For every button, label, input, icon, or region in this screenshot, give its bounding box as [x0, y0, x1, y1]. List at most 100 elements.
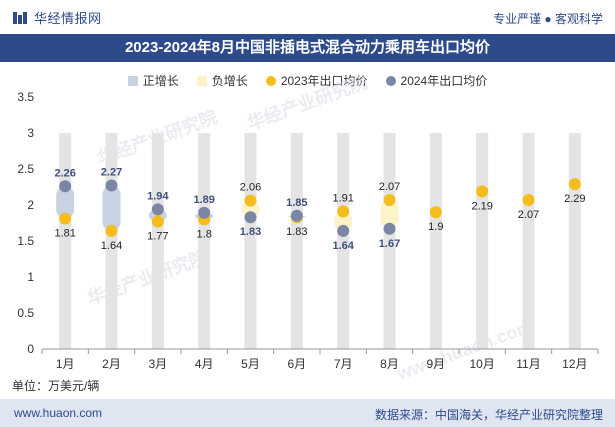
data-label-2024: 1.94	[147, 190, 169, 202]
point-2023	[337, 205, 350, 218]
legend-swatch-increase	[127, 75, 138, 86]
y-tick-label: 0	[27, 342, 34, 356]
x-tick-label: 7月	[334, 357, 353, 371]
data-label-2023: 2.06	[240, 182, 261, 194]
x-tick-label: 3月	[148, 357, 167, 371]
point-2023	[429, 206, 442, 219]
column-band	[244, 133, 257, 349]
point-2023	[383, 193, 396, 206]
data-label-2023: 1.81	[54, 228, 75, 240]
legend-label-decrease: 负增长	[211, 74, 248, 88]
point-2023	[522, 193, 535, 206]
point-2024	[290, 209, 303, 222]
x-tick-label: 10月	[469, 357, 494, 371]
column-band	[59, 133, 72, 349]
legend-swatch-2024	[385, 75, 396, 86]
brand: 华经情报网	[12, 8, 102, 27]
x-tick-label: 8月	[380, 357, 399, 371]
y-tick-label: 1.5	[17, 234, 34, 248]
footer-bar: www.huaon.com 数据来源：中国海关，华经产业研究院整理	[0, 399, 615, 427]
y-tick-label: 1	[27, 270, 34, 284]
point-2023	[59, 212, 72, 225]
legend-label-2024: 2024年出口均价	[400, 74, 488, 88]
data-label-2023: 1.83	[286, 226, 307, 238]
data-label-2024: 1.64	[332, 240, 354, 252]
column-band	[476, 133, 489, 349]
x-tick-label: 5月	[241, 357, 260, 371]
legend-item-increase: 正增长	[127, 72, 179, 89]
legend-item-2023: 2023年出口均价	[265, 72, 368, 89]
point-2023	[151, 215, 164, 228]
point-2023	[476, 185, 489, 198]
data-label-2023: 2.29	[564, 193, 585, 205]
point-2024	[105, 179, 118, 192]
legend-label-increase: 正增长	[142, 74, 179, 88]
watermark: www.huaon.com	[394, 316, 536, 384]
column-band	[198, 133, 211, 349]
data-label-2023: 1.91	[332, 192, 353, 204]
y-tick-label: 0.5	[17, 306, 34, 320]
range-bar-decrease	[380, 199, 399, 229]
data-label-2024: 2.27	[101, 167, 122, 179]
column-band	[337, 133, 350, 349]
x-tick-label: 11月	[516, 357, 540, 371]
point-2023	[244, 194, 257, 207]
legend-swatch-2023	[265, 75, 276, 86]
x-tick-label: 4月	[195, 357, 214, 371]
y-tick-label: 3	[27, 126, 34, 140]
range-bar-increase	[56, 186, 75, 219]
data-label-2023: 2.07	[379, 181, 400, 193]
footer-website: www.huaon.com	[14, 406, 103, 420]
x-tick-label: 2月	[102, 357, 121, 371]
watermark: 华经产业研究院	[84, 246, 210, 309]
title-bar: 2023-2024年8月中国非插电式混合动力乘用车出口均价	[0, 34, 615, 62]
x-tick-label: 12月	[562, 357, 587, 371]
range-bar-decrease	[241, 200, 260, 218]
unit-label: 单位：万美元/辆	[12, 379, 100, 393]
data-label-2024: 2.26	[54, 167, 75, 179]
legend-item-decrease: 负增长	[196, 72, 248, 89]
brand-logo-icon	[13, 11, 27, 24]
footer-source: 数据来源：中国海关，华经产业研究院整理	[374, 408, 603, 422]
x-tick-label: 6月	[287, 357, 306, 371]
column-band	[568, 133, 581, 349]
column-band	[290, 133, 303, 349]
point-2024	[59, 180, 72, 193]
data-label-2024: 1.89	[193, 194, 214, 206]
point-2024	[337, 224, 350, 237]
x-tick-label: 9月	[426, 357, 445, 371]
point-2024	[198, 206, 211, 219]
data-label-2023: 1.8	[197, 228, 212, 240]
legend-item-2024: 2024年出口均价	[385, 72, 488, 89]
chart-title: 2023-2024年8月中国非插电式混合动力乘用车出口均价	[124, 39, 491, 56]
point-2023	[568, 178, 581, 191]
legend-label-2023: 2023年出口均价	[280, 74, 368, 88]
data-label-2023: 2.07	[518, 209, 539, 221]
data-label-2024: 1.85	[286, 197, 307, 209]
data-label-2024: 1.83	[240, 226, 261, 238]
range-bar-increase	[102, 185, 121, 231]
column-band	[151, 133, 164, 349]
y-tick-label: 2.5	[17, 162, 34, 176]
data-label-2023: 1.64	[101, 240, 122, 252]
brand-name: 华经情报网	[34, 11, 102, 26]
legend-swatch-decrease	[196, 75, 207, 86]
column-band	[429, 133, 442, 349]
y-tick-label: 3.5	[17, 90, 34, 104]
watermark: 华经产业研究院	[244, 71, 370, 134]
data-label-2023: 1.77	[147, 231, 168, 243]
y-tick-label: 2	[27, 198, 34, 212]
tagline: 专业严谨 ● 客观科学	[493, 12, 603, 26]
data-label-2023: 2.19	[471, 200, 492, 212]
data-label-2024: 1.67	[379, 238, 400, 250]
top-bar: 华经情报网 专业严谨 ● 客观科学	[0, 0, 615, 34]
point-2024	[151, 203, 164, 216]
plot-area: 华经产业研究院华经产业研究院华经产业研究院www.huaon.com00.511…	[17, 71, 599, 384]
point-2024	[244, 211, 257, 224]
column-band	[383, 133, 396, 349]
data-label-2023: 1.9	[428, 221, 443, 233]
chart-legend: 正增长 负增长 2023年出口均价 2024年出口均价	[0, 72, 615, 89]
x-tick-label: 1月	[56, 357, 75, 371]
point-2023	[105, 224, 118, 237]
